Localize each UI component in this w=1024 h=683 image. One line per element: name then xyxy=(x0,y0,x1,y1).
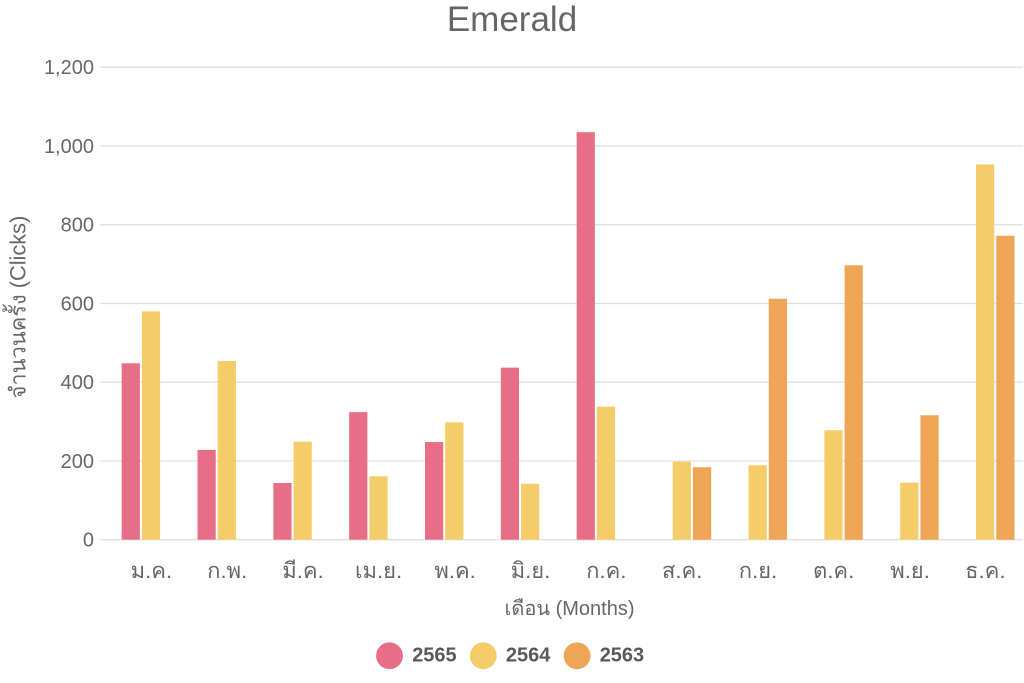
svg-text:400: 400 xyxy=(61,372,94,394)
svg-text:Emerald: Emerald xyxy=(447,0,577,39)
svg-text:1,200: 1,200 xyxy=(44,57,94,79)
svg-text:(Clicks): (Clicks) xyxy=(6,216,31,289)
svg-text:0: 0 xyxy=(83,530,94,552)
svg-text:1,000: 1,000 xyxy=(44,136,94,158)
svg-text:600: 600 xyxy=(61,294,94,316)
svg-text:200: 200 xyxy=(61,451,94,473)
svg-text:(Months): (Months) xyxy=(556,598,635,620)
svg-text:2564: 2564 xyxy=(506,645,551,667)
svg-text:2563: 2563 xyxy=(600,645,645,667)
svg-text:800: 800 xyxy=(61,215,94,237)
svg-text:2565: 2565 xyxy=(412,645,457,667)
